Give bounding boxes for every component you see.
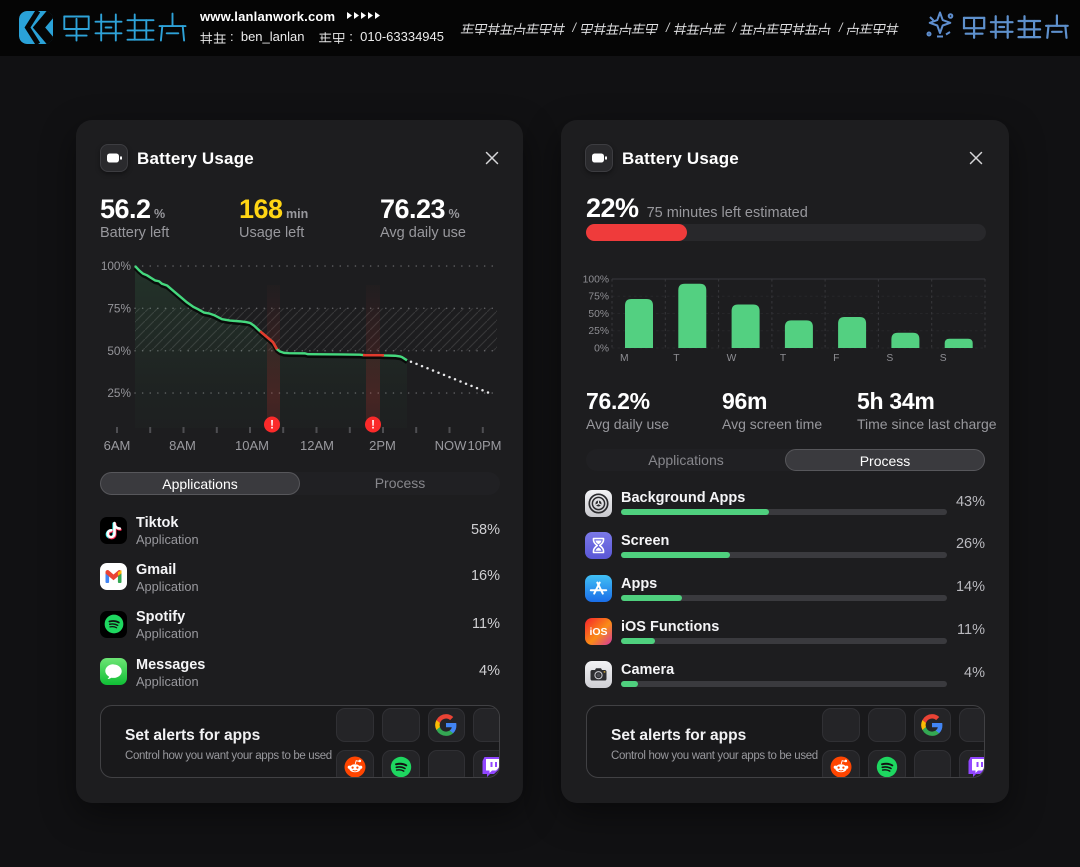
svg-text:0%: 0% [594,343,609,354]
svg-text:T: T [673,353,680,364]
svg-text:T: T [780,353,787,364]
svg-text:10AM: 10AM [235,438,269,453]
svg-text:100%: 100% [583,274,609,285]
svg-text:50%: 50% [588,309,609,320]
svg-text:75%: 75% [588,292,609,303]
svg-text:NOW: NOW [435,438,468,453]
svg-text:!: ! [371,420,375,432]
svg-text:8AM: 8AM [169,438,196,453]
svg-text:!: ! [270,420,274,432]
svg-text:100%: 100% [101,259,132,273]
svg-text:12AM: 12AM [300,438,334,453]
svg-text:2PM: 2PM [369,438,396,453]
svg-text:S: S [940,353,947,364]
svg-text:50%: 50% [107,344,131,358]
svg-text:M: M [620,353,629,364]
svg-text:25%: 25% [588,326,609,337]
svg-text:W: W [727,353,737,364]
svg-text:S: S [886,353,893,364]
svg-text:10PM: 10PM [468,438,502,453]
svg-text:F: F [833,353,839,364]
svg-text:25%: 25% [107,386,131,400]
svg-text:6AM: 6AM [104,438,131,453]
svg-text:75%: 75% [107,302,131,316]
